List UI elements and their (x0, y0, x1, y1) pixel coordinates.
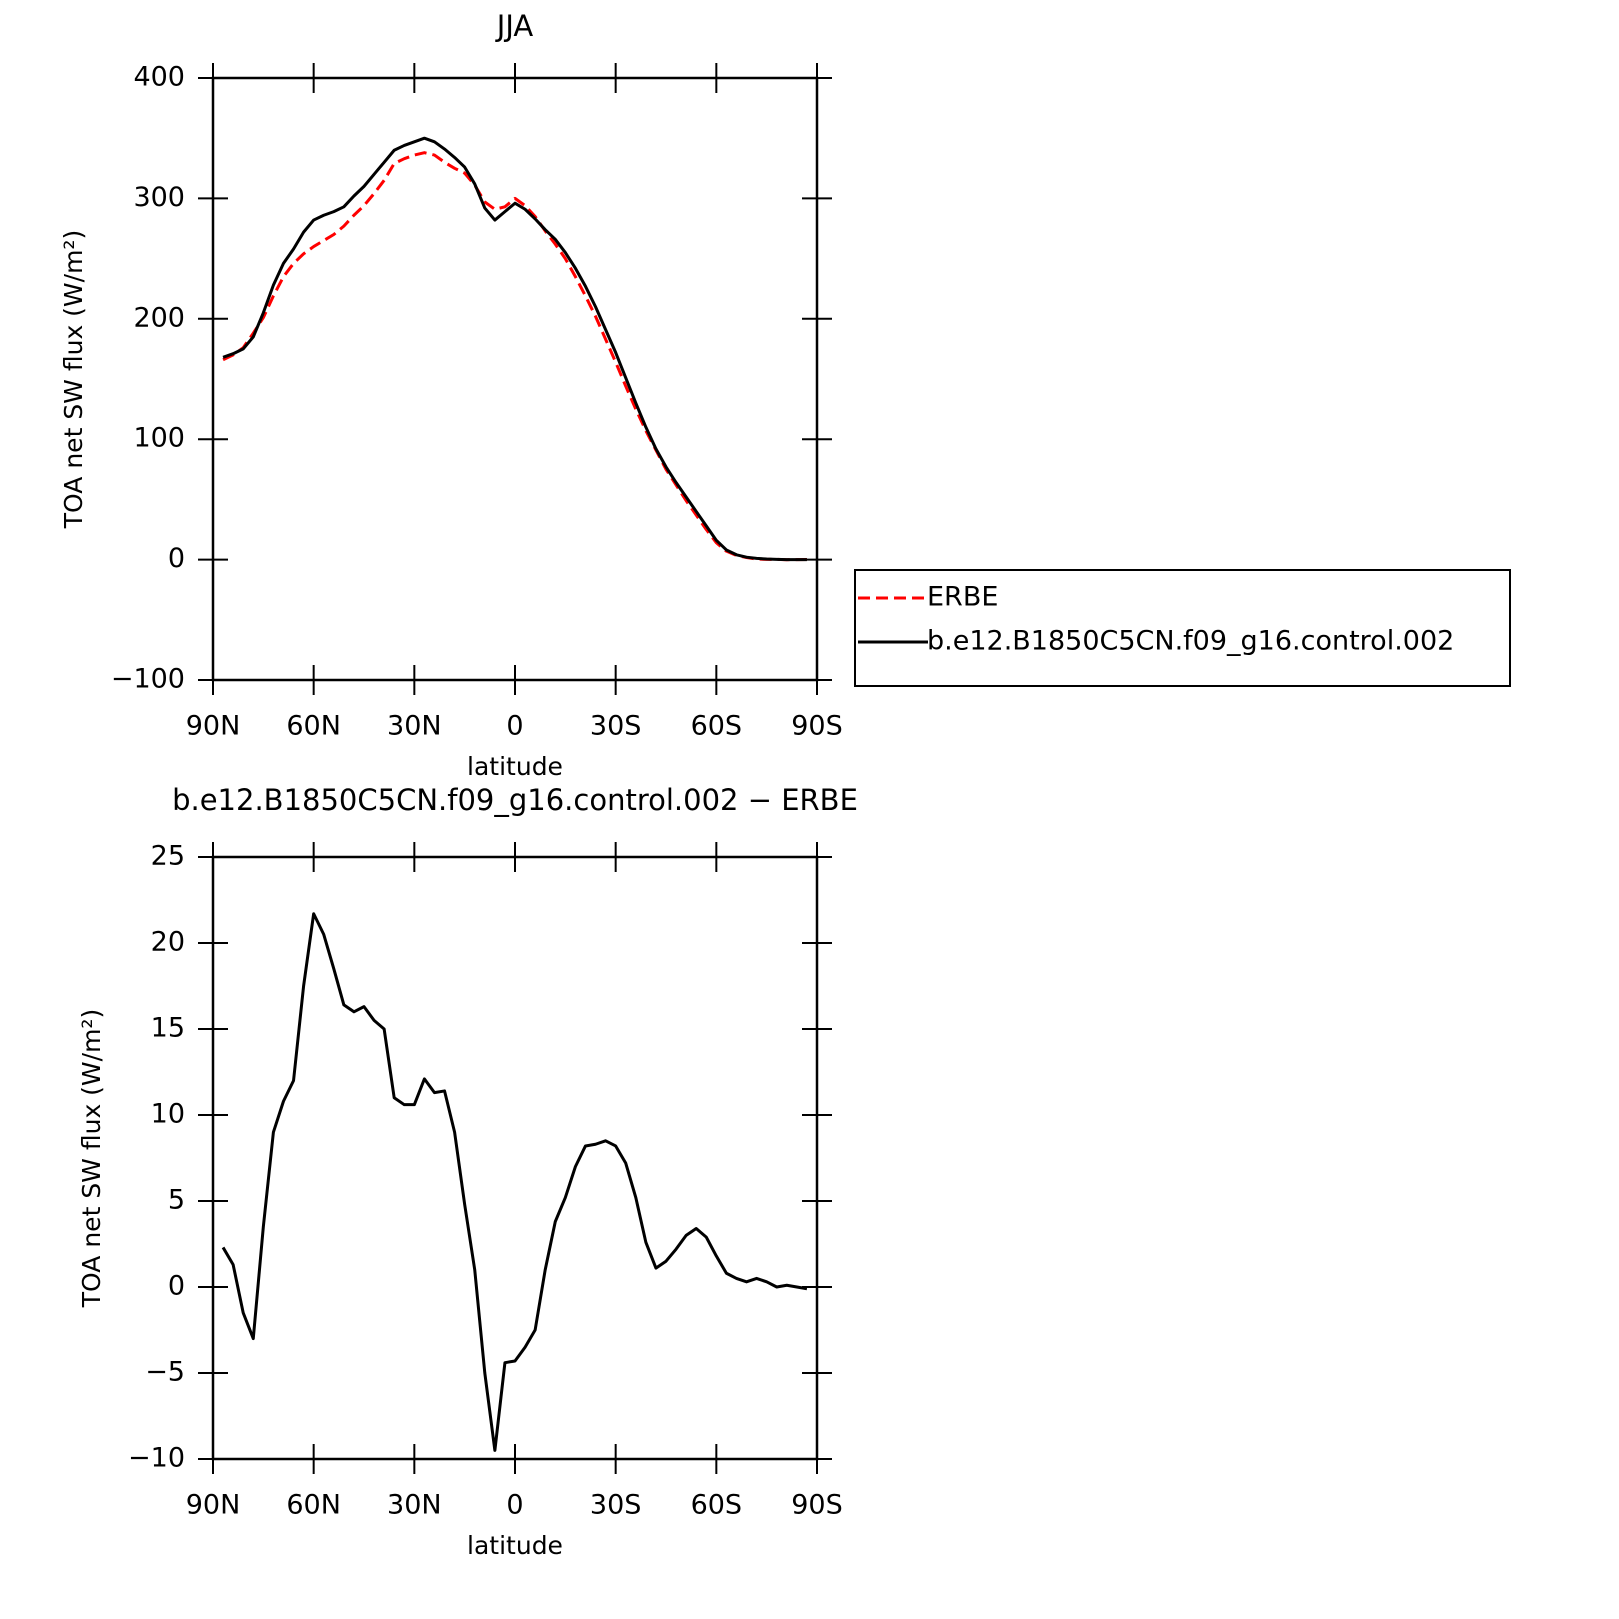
y-axis-label: TOA net SW flux (W/m²) (77, 1009, 106, 1308)
y-tick-label: 300 (133, 182, 185, 213)
x-axis-label: latitude (467, 752, 563, 781)
y-tick-label: 100 (133, 423, 185, 454)
x-tick-label: 60N (286, 1490, 341, 1521)
y-tick-label: −100 (111, 664, 185, 695)
x-tick-label: 30N (387, 711, 442, 742)
y-tick-label: −5 (145, 1357, 185, 1388)
y-tick-label: 5 (168, 1185, 185, 1216)
legend-box (854, 569, 1511, 687)
x-tick-label: 60S (691, 1490, 743, 1521)
data-line (222, 151, 807, 562)
y-tick-label: 0 (168, 543, 185, 574)
x-tick-label: 60N (286, 711, 341, 742)
x-tick-label: 60S (691, 711, 743, 742)
y-tick-label: 15 (151, 1013, 185, 1044)
x-tick-label: 0 (506, 1490, 523, 1521)
chart-title: JJA (495, 9, 534, 43)
x-tick-label: 30N (387, 1490, 442, 1521)
x-tick-label: 30S (590, 711, 642, 742)
x-tick-label: 90S (791, 1490, 843, 1521)
plot-frame (211, 76, 819, 682)
x-axis-label: latitude (467, 1531, 563, 1560)
y-tick-label: 20 (151, 927, 185, 958)
chart-title: b.e12.B1850C5CN.f09_g16.control.002 − ER… (172, 783, 858, 817)
y-tick-label: 10 (151, 1099, 185, 1130)
x-tick-label: 90N (186, 711, 241, 742)
y-axis-label: TOA net SW flux (W/m²) (59, 230, 88, 529)
x-tick-label: 90N (186, 1490, 241, 1521)
x-tick-label: 90S (791, 711, 843, 742)
data-line (222, 136, 807, 562)
y-tick-label: 400 (133, 62, 185, 93)
y-tick-label: −10 (128, 1443, 185, 1474)
legend-label: ERBE (927, 582, 998, 613)
x-tick-label: 30S (590, 1490, 642, 1521)
plot-frame (211, 855, 819, 1461)
data-line (221, 912, 808, 1452)
y-tick-label: 200 (133, 302, 185, 333)
y-tick-label: 0 (168, 1271, 185, 1302)
x-tick-label: 0 (506, 711, 523, 742)
y-tick-label: 25 (151, 841, 185, 872)
legend-label: b.e12.B1850C5CN.f09_g16.control.002 (927, 626, 1454, 657)
